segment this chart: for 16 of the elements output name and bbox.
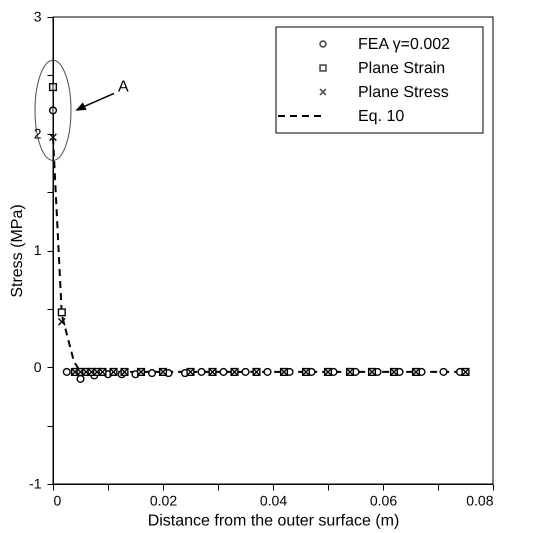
annotation: A [118,78,129,96]
x-tick-label: 0.04 [260,492,288,508]
legend-label: Plane Stress [358,84,449,101]
x-tick-label: 0.08 [466,492,494,508]
legend-label: FEA γ=0.002 [358,36,450,53]
y-tick-label: -1 [29,476,42,492]
legend-label: Plane Strain [358,60,446,77]
y-tick-label: 3 [34,8,42,24]
y-tick-label: 1 [34,242,42,258]
x-tick-label: 0 [54,492,62,508]
x-axis-title: Distance from the outer surface (m) [148,512,400,530]
y-axis-title: Stress (MPa) [9,204,26,298]
legend-label: Eq. 10 [358,108,404,125]
x-tick-label: 0.02 [150,492,178,508]
y-tick-label: 0 [34,358,42,375]
x-tick-label: 0.06 [370,492,398,508]
